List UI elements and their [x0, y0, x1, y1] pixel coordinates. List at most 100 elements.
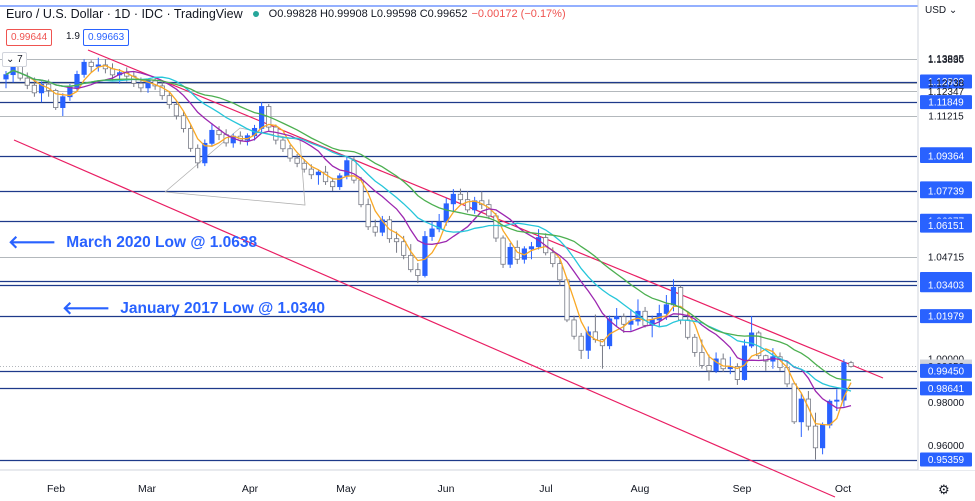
candle-body	[273, 126, 279, 141]
time-axis-label: Mar	[138, 483, 157, 495]
symbol-title[interactable]: Euro / U.S. Dollar · 1D · IDC · TradingV…	[6, 7, 243, 21]
annotation-label: January 2017 Low @ 1.0340	[120, 299, 325, 317]
candle-body	[564, 279, 570, 321]
channel-lower-line	[13, 139, 836, 498]
time-axis-label: May	[336, 483, 357, 495]
candle-body	[372, 226, 378, 233]
price-label: 1.12738	[928, 78, 965, 89]
annotation-march-2020-low[interactable]: 🡐 March 2020 Low @ 1.0638	[8, 232, 257, 253]
candle-body	[308, 168, 314, 176]
price-label-box	[920, 95, 972, 110]
candle-body	[344, 160, 350, 177]
candle-body	[685, 319, 691, 338]
spread-value: 1.9	[62, 29, 84, 44]
candle-body	[301, 162, 307, 170]
price-label-box	[920, 381, 972, 396]
candle-body	[457, 193, 464, 201]
annotation-january-2017-low[interactable]: 🡐 January 2017 Low @ 1.0340	[62, 298, 325, 319]
price-label: 1.13830	[928, 55, 965, 66]
price-label-box	[920, 309, 972, 324]
candle-body	[756, 332, 762, 357]
buy-price-button[interactable]: 0.99663	[83, 29, 130, 46]
candle-body	[812, 425, 819, 449]
currency-label: USD	[925, 5, 947, 16]
gear-icon[interactable]: ⚙	[938, 482, 950, 497]
candle-body	[38, 83, 45, 94]
price-label: 1.13865	[928, 54, 965, 65]
candle-body	[706, 365, 712, 372]
arrow-left-icon: 🡐	[62, 298, 111, 318]
candle-body	[436, 221, 442, 230]
candle-body	[202, 142, 208, 164]
candle-body	[528, 246, 535, 250]
candle-body	[337, 175, 343, 188]
indicators-toggle-button[interactable]: ⌄ 7	[2, 52, 27, 67]
candle-body	[642, 310, 648, 326]
candle-body	[599, 339, 606, 347]
candle-body	[280, 139, 286, 150]
ma-green-line	[5, 69, 852, 381]
candle-body	[557, 263, 563, 281]
price-label: 0.96000	[928, 441, 965, 452]
price-label: 1.03403	[928, 281, 965, 292]
candle-body	[138, 82, 144, 89]
ohlc-values: O0.99828 H0.99908 L0.99598 C0.99652	[268, 8, 468, 20]
price-label: 1.09364	[928, 152, 965, 163]
price-label: 0.98000	[928, 398, 965, 409]
candle-body	[734, 366, 740, 380]
candle-body	[450, 193, 456, 205]
candle-body	[209, 129, 215, 144]
arrow-left-icon: 🡐	[8, 232, 57, 252]
candle-body	[408, 254, 414, 271]
chevron-down-icon: ⌄	[948, 5, 958, 16]
candle-body	[507, 246, 513, 265]
price-label-box	[920, 218, 972, 233]
candle-body	[31, 84, 38, 94]
candle-body	[621, 316, 627, 325]
candle-body	[841, 362, 847, 401]
candle-body	[24, 77, 30, 86]
time-axis-label: Aug	[631, 483, 650, 495]
candle-body	[81, 61, 87, 75]
candle-body	[443, 203, 449, 223]
price-label: 1.06151	[928, 221, 965, 232]
candle-body	[578, 335, 584, 351]
candle-body	[763, 355, 769, 362]
candle-body	[53, 90, 59, 108]
candle-body	[180, 115, 187, 129]
candle-body	[216, 129, 222, 136]
price-label: 0.95359	[928, 455, 965, 466]
candle-body	[606, 318, 613, 347]
price-label-box	[920, 149, 972, 164]
price-label: 1.12347	[928, 87, 965, 98]
candle-body	[379, 219, 385, 233]
market-status-dot	[252, 11, 259, 17]
ma-cyan-line	[5, 69, 852, 392]
candle-body	[188, 128, 194, 149]
candle-body	[699, 352, 705, 366]
candle-body	[614, 316, 620, 320]
candle-body	[393, 238, 400, 243]
candle-body	[464, 199, 471, 211]
candle-body	[670, 287, 677, 306]
ma-orange-line	[5, 64, 852, 426]
candle-body	[834, 399, 840, 402]
candle-body	[415, 269, 421, 276]
currency-selector[interactable]: USD ⌄	[925, 4, 973, 18]
price-label: 1.12802	[928, 77, 965, 88]
time-axis-label: Sep	[733, 483, 752, 495]
price-label: 1.04715	[928, 252, 965, 263]
candle-body	[571, 319, 577, 337]
annotation-label: March 2020 Low @ 1.0638	[66, 233, 258, 251]
candle-body	[429, 228, 435, 237]
price-label: 1.11215	[928, 111, 964, 122]
candle-body	[585, 331, 591, 351]
price-label: 1.07739	[928, 187, 965, 198]
channel-upper-line	[87, 49, 884, 379]
candle-body	[365, 204, 371, 228]
price-label-box	[920, 452, 972, 467]
candle-body	[422, 236, 428, 276]
sell-price-button[interactable]: 0.99644	[6, 29, 53, 46]
candle-body	[500, 237, 506, 265]
